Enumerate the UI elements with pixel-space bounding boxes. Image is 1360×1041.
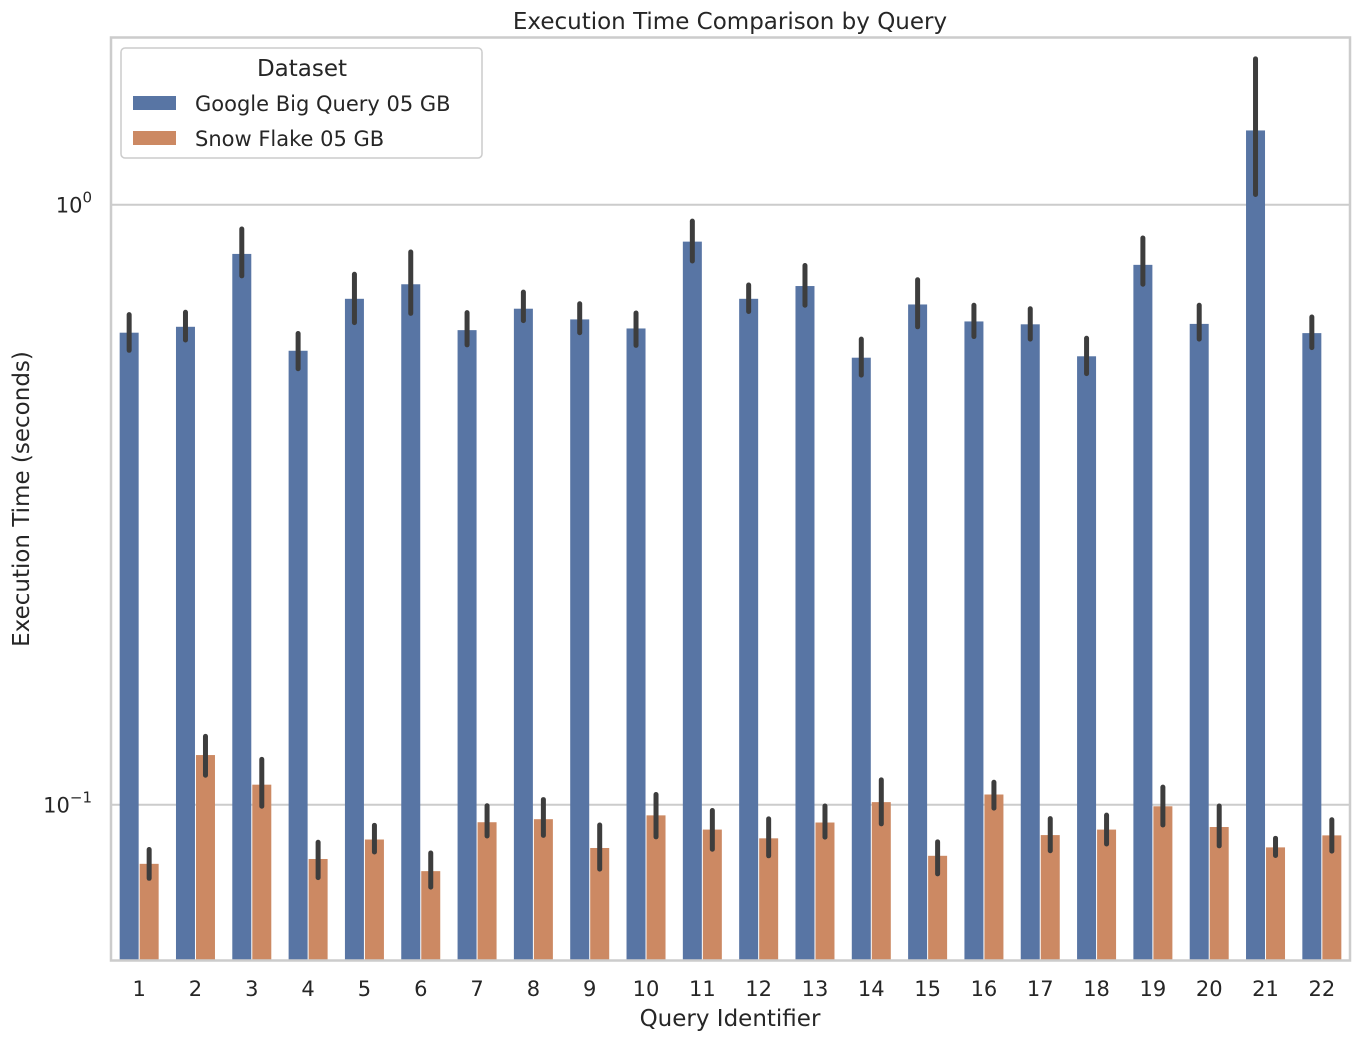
x-tick-label: 17: [1027, 977, 1054, 1001]
bar: [288, 350, 308, 961]
bar: [457, 330, 477, 961]
bar: [682, 241, 702, 961]
x-tick-label: 10: [633, 977, 660, 1001]
bar: [195, 755, 215, 961]
bar: [759, 838, 779, 961]
x-tick-label: 11: [689, 977, 716, 1001]
x-tick-label: 5: [358, 977, 371, 1001]
bar: [344, 298, 364, 961]
bar: [795, 286, 815, 961]
legend-label: Google Big Query 05 GB: [195, 92, 451, 116]
bar: [851, 357, 871, 961]
error-bars: [126, 56, 1335, 890]
x-tick-label: 15: [914, 977, 941, 1001]
bar: [119, 332, 139, 961]
bar: [1040, 835, 1060, 961]
bar: [626, 328, 646, 961]
bar: [513, 308, 533, 961]
y-tick-labels: 100 10−1: [43, 189, 92, 818]
bar: [401, 284, 421, 961]
x-tick-label: 13: [802, 977, 829, 1001]
bar: [139, 863, 159, 961]
x-axis-label: Query Identifier: [640, 1006, 821, 1032]
x-tick-label: 22: [1308, 977, 1335, 1001]
bar: [1322, 835, 1342, 961]
bar: [1077, 356, 1097, 961]
bar: [646, 815, 666, 961]
x-tick-label: 21: [1252, 977, 1279, 1001]
bar: [421, 871, 441, 961]
legend-swatch: [133, 131, 176, 145]
x-tick-labels: 1 2 3 4 5 6 7 8 9 10 11 12 13 14 15 16 17 18 19 20 21 22: [132, 977, 1335, 1001]
bar: [308, 858, 328, 961]
bar: [815, 822, 835, 961]
legend-label: Snow Flake 05 GB: [195, 127, 384, 151]
bars: [119, 130, 1342, 961]
x-tick-label: 6: [414, 977, 427, 1001]
bar: [477, 822, 497, 961]
y-axis-label: Execution Time (seconds): [9, 351, 35, 647]
bar: [1020, 324, 1040, 961]
y-tick-label: 100: [56, 189, 92, 218]
bar: [175, 326, 195, 961]
bar: [928, 855, 948, 961]
legend-box: [120, 47, 483, 159]
bar: [1209, 827, 1229, 961]
x-tick-label: 20: [1196, 977, 1223, 1001]
bar: [364, 839, 384, 961]
legend: Dataset Google Big Query 05 GB Snow Flake…: [120, 47, 483, 159]
bar: [739, 298, 759, 961]
bar: [871, 802, 891, 961]
x-tick-label: 9: [583, 977, 596, 1001]
plot-frame: [109, 36, 1352, 962]
bar: [1266, 847, 1286, 961]
bar: [1097, 829, 1117, 961]
x-tick-label: 4: [301, 977, 314, 1001]
x-tick-label: 8: [527, 977, 540, 1001]
x-tick-label: 18: [1083, 977, 1110, 1001]
bar: [590, 847, 610, 961]
legend-title: Dataset: [257, 56, 347, 82]
bar: [964, 321, 984, 961]
x-tick-label: 3: [245, 977, 258, 1001]
x-tick-label: 16: [971, 977, 998, 1001]
bar: [1153, 806, 1173, 961]
x-tick-label: 1: [132, 977, 145, 1001]
bar: [702, 829, 722, 961]
bar: [984, 794, 1004, 961]
bar: [908, 304, 928, 961]
x-tick-label: 14: [858, 977, 885, 1001]
x-tick-label: 19: [1140, 977, 1167, 1001]
chart-title: Execution Time Comparison by Query: [513, 9, 947, 35]
legend-swatch: [133, 96, 176, 110]
x-tick-label: 2: [189, 977, 202, 1001]
bar: [533, 819, 553, 961]
bar: [232, 253, 252, 961]
bar: [1133, 264, 1153, 961]
bar: [1302, 333, 1322, 961]
bar: [1189, 323, 1209, 961]
bar: [570, 319, 590, 961]
y-tick-label: 10−1: [43, 789, 92, 818]
bar: [1246, 130, 1266, 961]
x-tick-label: 7: [470, 977, 483, 1001]
bar: [252, 784, 272, 961]
x-tick-label: 12: [745, 977, 772, 1001]
